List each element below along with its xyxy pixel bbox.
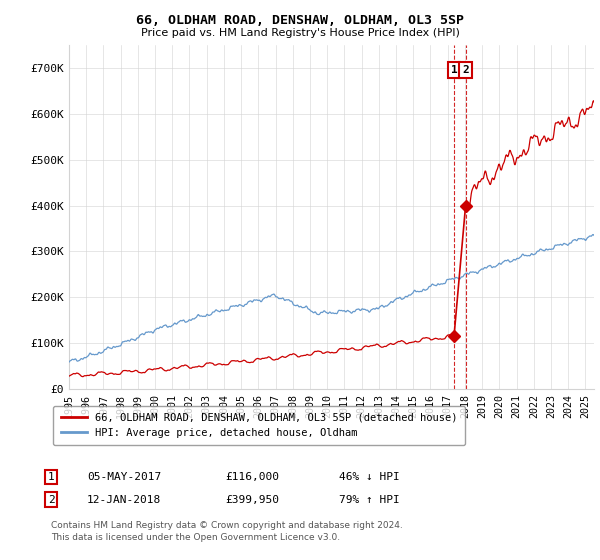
- Text: 2: 2: [462, 65, 469, 75]
- Text: £116,000: £116,000: [225, 472, 279, 482]
- Text: Price paid vs. HM Land Registry's House Price Index (HPI): Price paid vs. HM Land Registry's House …: [140, 28, 460, 38]
- Text: 1: 1: [47, 472, 55, 482]
- Text: 12-JAN-2018: 12-JAN-2018: [87, 494, 161, 505]
- Text: 79% ↑ HPI: 79% ↑ HPI: [339, 494, 400, 505]
- Text: 2: 2: [47, 494, 55, 505]
- Text: 66, OLDHAM ROAD, DENSHAW, OLDHAM, OL3 5SP: 66, OLDHAM ROAD, DENSHAW, OLDHAM, OL3 5S…: [136, 14, 464, 27]
- Text: 05-MAY-2017: 05-MAY-2017: [87, 472, 161, 482]
- Legend: 66, OLDHAM ROAD, DENSHAW, OLDHAM, OL3 5SP (detached house), HPI: Average price, : 66, OLDHAM ROAD, DENSHAW, OLDHAM, OL3 5S…: [53, 405, 464, 445]
- Text: This data is licensed under the Open Government Licence v3.0.: This data is licensed under the Open Gov…: [51, 533, 340, 542]
- Text: Contains HM Land Registry data © Crown copyright and database right 2024.: Contains HM Land Registry data © Crown c…: [51, 521, 403, 530]
- Text: 1: 1: [451, 65, 457, 75]
- Text: 46% ↓ HPI: 46% ↓ HPI: [339, 472, 400, 482]
- Text: £399,950: £399,950: [225, 494, 279, 505]
